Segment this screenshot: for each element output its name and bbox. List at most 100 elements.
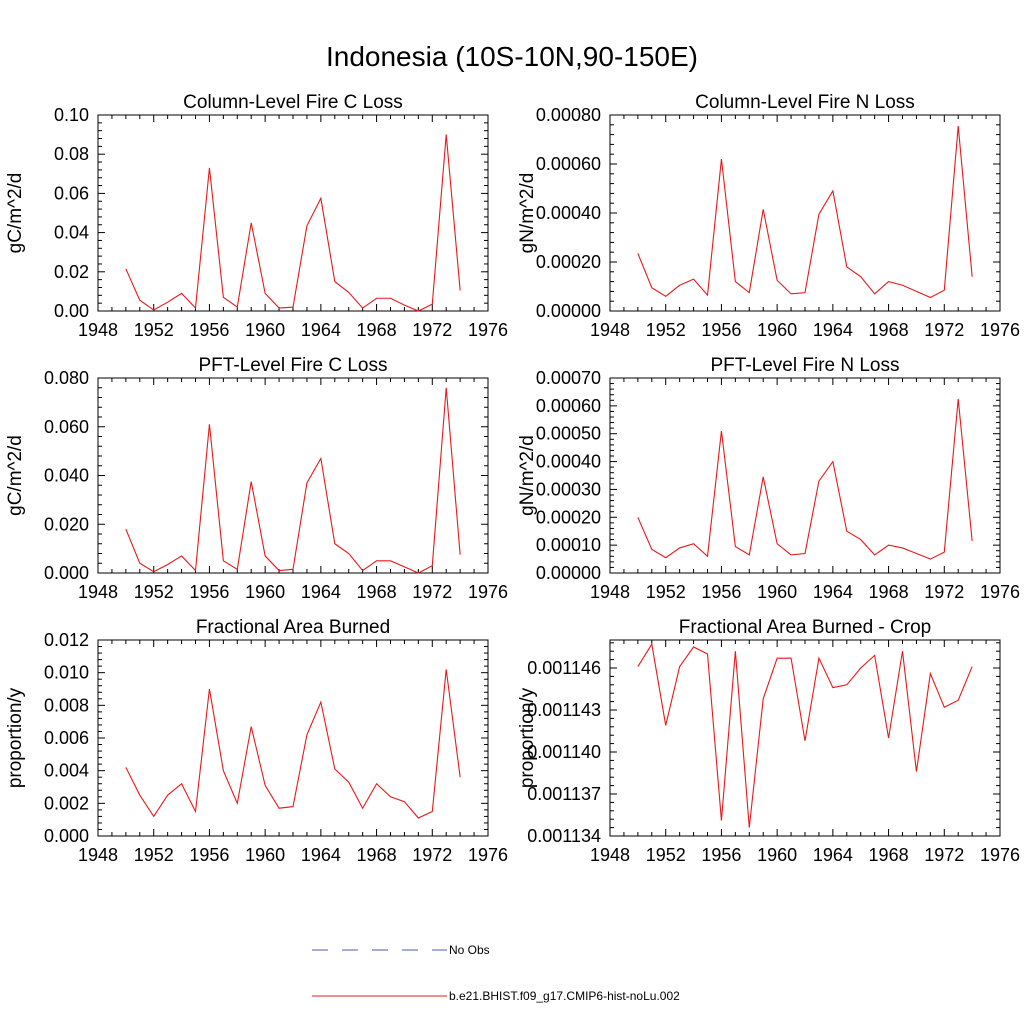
y-tick-label: 0.006 [44, 728, 89, 748]
x-tick-label: 1968 [869, 582, 909, 602]
x-tick-label: 1972 [412, 845, 452, 865]
x-tick-label: 1952 [134, 845, 174, 865]
plot-frame [97, 114, 489, 312]
x-tick-label: 1948 [78, 845, 118, 865]
y-tick-label: 0.00020 [536, 252, 601, 272]
plot-frame [609, 377, 1001, 574]
x-tick-label: 1960 [245, 582, 285, 602]
chart-panels: Column-Level Fire C Loss gC/m^2/d 1948 1952… [5, 92, 1020, 865]
y-tick-label: 0.000 [44, 826, 89, 846]
series-line [637, 398, 973, 560]
series-line [637, 125, 973, 299]
y-tick-label: 0.04 [54, 223, 89, 243]
chart-title: Fractional Area Burned - Crop [679, 617, 931, 638]
x-tick-label: 1968 [357, 320, 397, 340]
plot-frame [97, 377, 489, 574]
x-tick-label: 1968 [357, 845, 397, 865]
chart-panel-2: Column-Level Fire N Loss gN/m^2/d 1948 1952… [517, 92, 1020, 340]
y-tick-label: 0.001140 [527, 742, 601, 762]
figure-title: Indonesia (10S-10N,90-150E) [326, 41, 698, 72]
x-tick-label: 1964 [301, 582, 341, 602]
y-tick-label: 0.060 [44, 417, 89, 437]
chart-panel-6: Fractional Area Burned - Crop proportion/… [517, 617, 1020, 865]
chart-title: Column-Level Fire N Loss [695, 92, 915, 113]
x-tick-label: 1972 [924, 845, 964, 865]
legend-item-no-obs: No Obs [312, 943, 490, 957]
y-tick-label: 0.020 [44, 514, 89, 534]
y-axis-label: proportion/y [5, 687, 26, 788]
x-tick-label: 1972 [924, 582, 964, 602]
y-tick-label: 0.001137 [527, 784, 601, 804]
y-tick-label: 0.002 [44, 793, 89, 813]
y-tick-label: 0.00000 [536, 301, 601, 321]
x-tick-label: 1976 [468, 582, 508, 602]
y-tick-label: 0.02 [54, 262, 89, 282]
x-tick-label: 1964 [813, 582, 853, 602]
y-axis-label: gN/m^2/d [517, 435, 538, 516]
y-tick-label: 0.001146 [527, 658, 601, 678]
x-tick-label: 1960 [245, 320, 285, 340]
series-line [125, 387, 461, 574]
x-tick-label: 1952 [134, 320, 174, 340]
y-tick-label: 0.08 [54, 144, 89, 164]
legend-label-no-obs: No Obs [449, 943, 490, 957]
x-tick-label: 1948 [78, 582, 118, 602]
y-tick-label: 0.008 [44, 695, 89, 715]
x-tick-label: 1960 [757, 582, 797, 602]
y-tick-label: 0.010 [44, 663, 89, 683]
y-tick-label: 0.00000 [536, 563, 601, 583]
y-tick-label: 0.004 [44, 761, 89, 781]
x-tick-label: 1968 [357, 582, 397, 602]
chart-title: Fractional Area Burned [196, 617, 390, 638]
y-tick-label: 0.040 [44, 466, 89, 486]
y-tick-label: 0.00010 [536, 535, 601, 555]
x-tick-label: 1960 [757, 845, 797, 865]
x-tick-label: 1956 [701, 320, 741, 340]
y-axis-label: proportion/y [517, 687, 538, 788]
series-line [637, 642, 973, 828]
chart-panel-5: Fractional Area Burned proportion/y 1948 19… [5, 617, 508, 865]
x-tick-label: 1952 [646, 320, 686, 340]
y-tick-label: 0.00050 [536, 424, 601, 444]
x-tick-label: 1956 [189, 320, 229, 340]
x-tick-label: 1952 [646, 845, 686, 865]
legend-label-model-run: b.e21.BHIST.f09_g17.CMIP6-hist-noLu.002 [449, 989, 680, 1003]
x-tick-label: 1956 [189, 845, 229, 865]
x-tick-label: 1964 [301, 320, 341, 340]
y-tick-label: 0.00080 [536, 105, 601, 125]
x-tick-label: 1948 [590, 582, 630, 602]
x-tick-label: 1968 [869, 845, 909, 865]
chart-title: Column-Level Fire C Loss [183, 92, 403, 113]
y-tick-label: 0.06 [54, 183, 89, 203]
y-tick-label: 0.00060 [536, 396, 601, 416]
x-tick-label: 1964 [813, 320, 853, 340]
x-tick-label: 1976 [980, 320, 1020, 340]
x-tick-label: 1976 [468, 845, 508, 865]
x-tick-label: 1952 [646, 582, 686, 602]
y-tick-label: 0.00030 [536, 479, 601, 499]
y-tick-label: 0.00040 [536, 452, 601, 472]
x-tick-label: 1948 [590, 320, 630, 340]
chart-panel-1: Column-Level Fire C Loss gC/m^2/d 1948 1952… [5, 92, 508, 340]
x-tick-label: 1956 [701, 845, 741, 865]
x-tick-label: 1960 [245, 845, 285, 865]
x-tick-label: 1956 [701, 582, 741, 602]
y-tick-label: 0.00060 [536, 154, 601, 174]
y-tick-label: 0.012 [44, 630, 89, 650]
x-tick-label: 1976 [468, 320, 508, 340]
x-tick-label: 1948 [78, 320, 118, 340]
y-axis-label: gC/m^2/d [5, 435, 26, 516]
y-tick-label: 0.000 [44, 563, 89, 583]
chart-title: PFT-Level Fire N Loss [711, 355, 900, 376]
y-axis-label: gC/m^2/d [5, 173, 26, 254]
y-axis-label: gN/m^2/d [517, 173, 538, 254]
x-tick-label: 1976 [980, 582, 1020, 602]
x-tick-label: 1960 [757, 320, 797, 340]
y-tick-label: 0.001143 [527, 700, 601, 720]
x-tick-label: 1976 [980, 845, 1020, 865]
series-line [125, 134, 461, 312]
legend-item-model-run: b.e21.BHIST.f09_g17.CMIP6-hist-noLu.002 [312, 989, 680, 1003]
y-tick-label: 0.00020 [536, 507, 601, 527]
series-line [125, 669, 461, 819]
x-tick-label: 1972 [412, 320, 452, 340]
